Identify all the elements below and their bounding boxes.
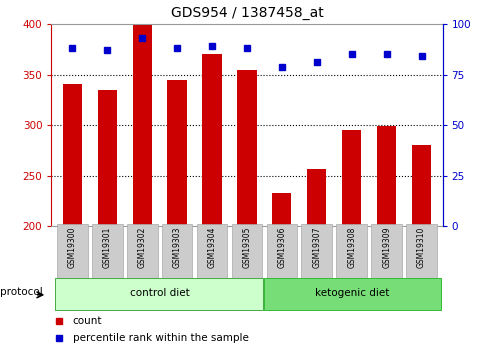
Text: GSM19303: GSM19303 [172,227,181,268]
Bar [92,224,122,278]
Bar [301,224,331,278]
Text: GSM19308: GSM19308 [346,227,355,268]
Text: protocol: protocol [0,287,42,297]
Bar [196,224,227,278]
Text: GSM19302: GSM19302 [138,227,146,268]
Bar [231,224,262,278]
Bar [342,130,361,226]
Bar [126,224,157,278]
Bar [98,90,117,226]
Bar [264,278,440,310]
Title: GDS954 / 1387458_at: GDS954 / 1387458_at [170,6,323,20]
Text: GSM19301: GSM19301 [102,227,111,268]
Text: GSM19310: GSM19310 [416,227,425,268]
Bar [167,80,186,226]
Bar [57,224,87,278]
Bar [272,193,291,226]
Bar [370,224,401,278]
Text: GSM19304: GSM19304 [207,227,216,268]
Bar [411,145,430,226]
Text: ketogenic diet: ketogenic diet [314,288,388,298]
Text: GSM19306: GSM19306 [277,227,286,268]
Bar [132,24,151,226]
Text: control diet: control diet [129,288,189,298]
Bar [406,224,436,278]
Bar [336,224,366,278]
Bar [237,70,256,226]
Text: GSM19305: GSM19305 [242,227,251,268]
Bar [306,169,326,226]
Bar [162,224,192,278]
Bar [202,55,221,226]
Text: GSM19307: GSM19307 [312,227,321,268]
Text: GSM19309: GSM19309 [382,227,390,268]
Text: GSM19300: GSM19300 [68,227,77,268]
Bar [266,224,297,278]
Text: count: count [73,316,102,326]
Bar [55,278,262,310]
Text: percentile rank within the sample: percentile rank within the sample [73,333,248,343]
Bar [62,84,82,226]
Bar [376,126,395,226]
